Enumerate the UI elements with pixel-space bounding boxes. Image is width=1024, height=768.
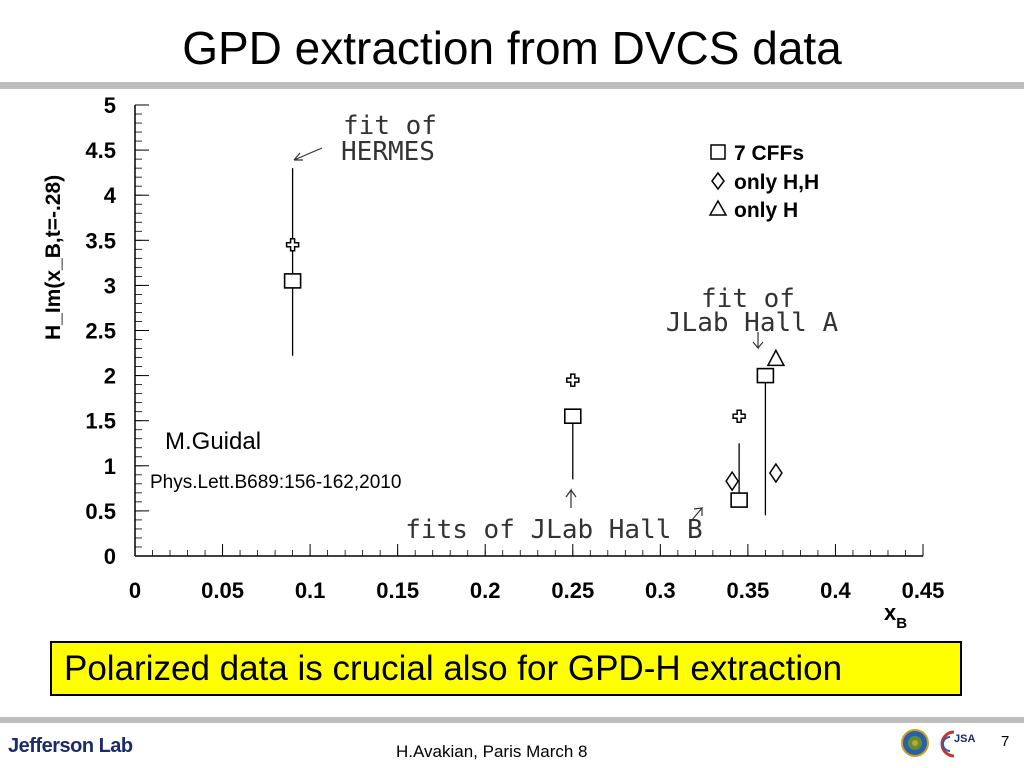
point-square (756, 367, 775, 384)
x-axis-label: xB (884, 600, 907, 632)
x-tick-label: 0.2 (470, 578, 501, 603)
y-tick-label: 5 (104, 93, 116, 118)
scatter-chart: 0 0.05 0.1 0.15 0.2 0.25 0.3 0.35 0.4 0.45 0 0.5 1 1.… (42, 93, 945, 632)
point-diamond (725, 470, 740, 492)
y-tick-label: 2 (104, 364, 116, 389)
slide-title: GPD extraction from DVCS data (182, 22, 842, 74)
page-number: 7 (1001, 733, 1010, 750)
legend-label: 7 CFFs (734, 142, 804, 165)
jsa-logo-text: JSA (954, 733, 975, 745)
y-tick-label: 1 (104, 454, 116, 479)
legend-marker-square (710, 144, 726, 160)
reference-label: Phys.Lett.B689:156-162,2010 (150, 472, 402, 493)
x-tick-label: 0.1 (295, 578, 326, 603)
y-tick-label: 3 (104, 273, 116, 298)
annotation-arrow-hermes (293, 147, 323, 161)
point-square (730, 492, 748, 508)
x-tick-label: 0.25 (551, 578, 594, 603)
point-square (563, 408, 582, 424)
annotation-arrow-hallb-2 (691, 507, 704, 521)
footer-divider (0, 717, 1024, 723)
seal-logo-icon (901, 729, 929, 757)
point-square (283, 273, 302, 289)
callout-box: Polarized data is crucial also for GPD-H… (50, 641, 962, 696)
y-tick-label: 4 (104, 183, 117, 208)
point-cross (732, 409, 746, 423)
annotation-hallb: fits of JLab Hall B (405, 515, 702, 545)
legend-label: only H (734, 199, 798, 222)
legend-marker-diamond (711, 171, 725, 191)
y-tick-label: 3.5 (85, 228, 116, 253)
footer-text: H.Avakian, Paris March 8 (396, 742, 588, 761)
annotation-hermes-line2: HERMES (341, 137, 435, 167)
legend-label: only H,H (734, 171, 819, 194)
annotation-hermes-line1: fit of (343, 111, 437, 141)
annotation-halla-line1: fit of (701, 284, 795, 314)
jefferson-lab-logo: Jefferson Lab (8, 735, 133, 757)
y-tick-label: 0 (104, 544, 116, 569)
x-tick-label: 0.35 (726, 578, 769, 603)
point-cross (566, 373, 580, 387)
x-tick-label: 0 (129, 578, 141, 603)
x-tick-label: 0.45 (902, 578, 945, 603)
x-tick-label: 0.3 (645, 578, 676, 603)
y-tick-label: 1.5 (85, 409, 116, 434)
x-tick-label: 0.4 (820, 578, 851, 603)
point-cross (285, 238, 300, 252)
legend-marker-triangle (708, 199, 728, 216)
y-axis-label: H_Im(x_B,t=-.28) (42, 175, 65, 340)
author-label: M.Guidal (165, 428, 262, 455)
x-tick-label: 0.15 (376, 578, 419, 603)
x-tick-label: 0.05 (201, 578, 244, 603)
annotation-arrow-hallb-1 (565, 488, 577, 508)
y-tick-label: 4.5 (85, 138, 116, 163)
y-tick-label: 2.5 (85, 319, 116, 344)
y-tick-label: 0.5 (85, 499, 116, 524)
annotation-arrow-halla (752, 332, 764, 350)
annotation-halla-line2: JLab Hall A (666, 308, 839, 338)
point-triangle (766, 348, 786, 367)
title-divider (0, 82, 1024, 89)
point-diamond (769, 462, 783, 484)
jsa-logo-icon: JSA (940, 730, 975, 758)
